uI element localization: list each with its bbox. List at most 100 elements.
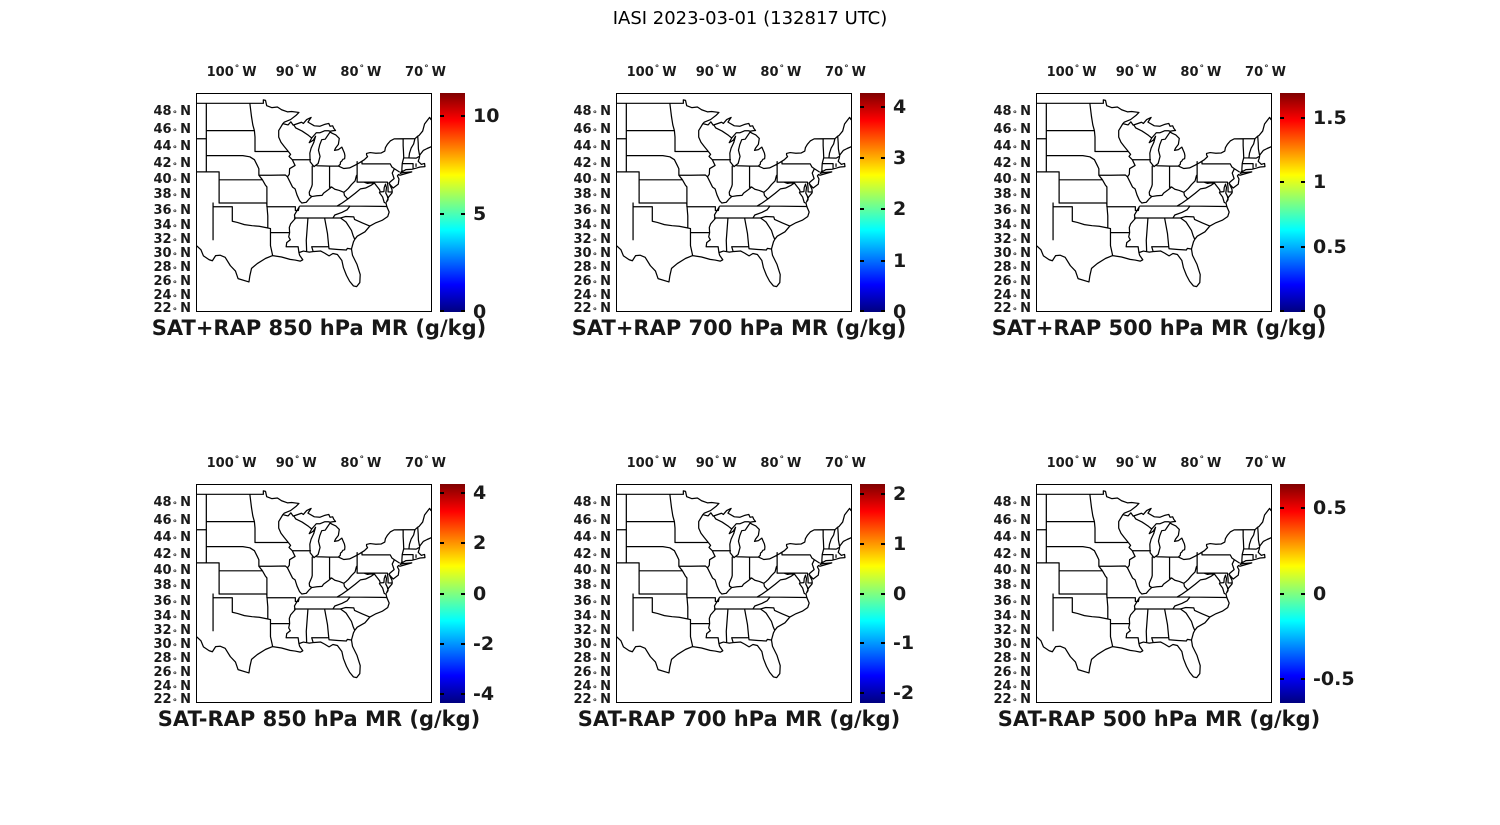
colorbar-tick-mark: [461, 212, 465, 215]
hemisphere-letter: W: [851, 65, 866, 80]
hemisphere-letter: N: [180, 202, 191, 218]
colorbar-tick-label: 1: [893, 249, 907, 272]
hemisphere-letter: N: [180, 623, 191, 639]
tick-value: 34: [573, 217, 592, 233]
degree-icon: °: [359, 64, 365, 74]
degree-icon: °: [1012, 306, 1018, 317]
lat-tick-label: 44° N: [547, 139, 611, 158]
hemisphere-letter: N: [1020, 578, 1031, 594]
hemisphere-letter: N: [1020, 562, 1031, 578]
degree-icon: °: [592, 177, 598, 188]
lat-tick-label: 22° N: [547, 692, 611, 711]
lon-tick-label: 70° W: [405, 455, 446, 471]
degree-icon: °: [592, 657, 598, 668]
degree-icon: °: [1012, 252, 1018, 263]
hemisphere-letter: N: [1020, 546, 1031, 562]
hemisphere-letter: N: [180, 155, 191, 171]
colorbar-tick-label: 1.5: [1313, 106, 1347, 129]
lat-tick-label: 38° N: [547, 187, 611, 206]
tick-value: 80: [1180, 65, 1199, 80]
degree-icon: °: [592, 306, 598, 317]
tick-value: 24: [993, 287, 1012, 303]
us-basemap-svg: [617, 490, 851, 679]
tick-value: 38: [573, 578, 592, 594]
degree-icon: °: [1012, 657, 1018, 668]
degree-icon: °: [1134, 455, 1140, 465]
degree-icon: °: [172, 293, 178, 304]
hemisphere-letter: W: [302, 456, 317, 471]
degree-icon: °: [1012, 280, 1018, 290]
lon-tick-label: 90° W: [1116, 455, 1157, 471]
map-panel-4: 100° W 90° W 80° W 70° W 48° N 46° N 44° N 42° N 40° N 38…: [125, 451, 515, 751]
hemisphere-letter: W: [787, 456, 802, 471]
hemisphere-letter: N: [180, 494, 191, 510]
tick-value: 100: [626, 65, 654, 80]
tick-value: 28: [153, 651, 172, 667]
hemisphere-letter: N: [600, 187, 611, 203]
tick-value: 38: [993, 187, 1012, 203]
tick-value: 70: [825, 65, 844, 80]
hemisphere-letter: N: [600, 260, 611, 276]
colorbar-tick-label: 0: [473, 582, 487, 605]
degree-icon: °: [1012, 671, 1018, 681]
hemisphere-letter: N: [180, 274, 191, 289]
tick-value: 40: [153, 171, 172, 187]
panel-title: SAT+RAP 700 hPa MR (g/kg): [571, 316, 907, 340]
colorbar-tick-mark: [1301, 592, 1305, 595]
lat-tick-label: 40° N: [547, 563, 611, 582]
degree-icon: °: [424, 64, 429, 74]
hemisphere-letter: N: [600, 494, 611, 510]
colorbar-tick-mark: [1301, 310, 1305, 312]
lat-tick-label: 42° N: [547, 547, 611, 566]
hemisphere-letter: N: [600, 593, 611, 609]
colorbar-tick-mark: [881, 259, 885, 262]
lat-tick-label: 30° N: [127, 637, 191, 656]
lat-tick-label: 48° N: [547, 104, 611, 123]
hemisphere-letter: W: [722, 65, 737, 80]
colorbar-gradient: [1280, 484, 1305, 703]
tick-value: 30: [153, 246, 172, 262]
tick-value: 28: [993, 260, 1012, 276]
lat-tick-label: 30° N: [967, 637, 1031, 656]
tick-value: 100: [206, 456, 234, 471]
us-basemap-svg: [617, 99, 851, 288]
degree-icon: °: [1012, 599, 1018, 610]
tick-value: 46: [153, 512, 172, 528]
tick-value: 70: [405, 456, 424, 471]
lat-tick-label: 22° N: [967, 692, 1031, 711]
lat-tick-label: 46° N: [547, 513, 611, 532]
colorbar-tick-label: 4: [473, 481, 487, 504]
lon-tick-label: 90° W: [1116, 64, 1157, 80]
tick-value: 90: [1115, 65, 1134, 80]
tick-value: 26: [153, 274, 172, 289]
colorbar-tick-mark: [1301, 181, 1305, 184]
colorbar-tick-label: -2: [473, 632, 495, 655]
lat-tick-label: 30° N: [547, 246, 611, 265]
colorbar-tick-mark: [461, 693, 465, 696]
degree-icon: °: [1199, 455, 1205, 465]
lon-tick-label: 80° W: [340, 64, 381, 80]
degree-icon: °: [172, 500, 178, 511]
hemisphere-letter: N: [180, 578, 191, 594]
degree-icon: °: [172, 161, 178, 172]
colorbar-tick-mark: [1280, 592, 1284, 595]
tick-value: 80: [1180, 456, 1199, 471]
hemisphere-letter: N: [180, 121, 191, 137]
lon-tick-label: 70° W: [405, 64, 446, 80]
degree-icon: °: [1074, 64, 1080, 74]
tick-value: 100: [206, 65, 234, 80]
tick-value: 32: [573, 623, 592, 639]
degree-icon: °: [1012, 177, 1018, 188]
degree-icon: °: [172, 657, 178, 668]
hemisphere-letter: N: [180, 246, 191, 262]
tick-value: 38: [153, 578, 172, 594]
colorbar-tick-label: 0: [473, 301, 487, 323]
colorbar-tick-mark: [1280, 507, 1284, 509]
colorbar-tick-mark: [860, 692, 864, 694]
tick-value: 24: [153, 678, 172, 694]
degree-icon: °: [1012, 697, 1018, 708]
lat-tick-label: 28° N: [547, 651, 611, 670]
colorbar-tick-mark: [881, 493, 885, 495]
hemisphere-letter: N: [180, 300, 191, 316]
map-frame: [616, 484, 852, 703]
